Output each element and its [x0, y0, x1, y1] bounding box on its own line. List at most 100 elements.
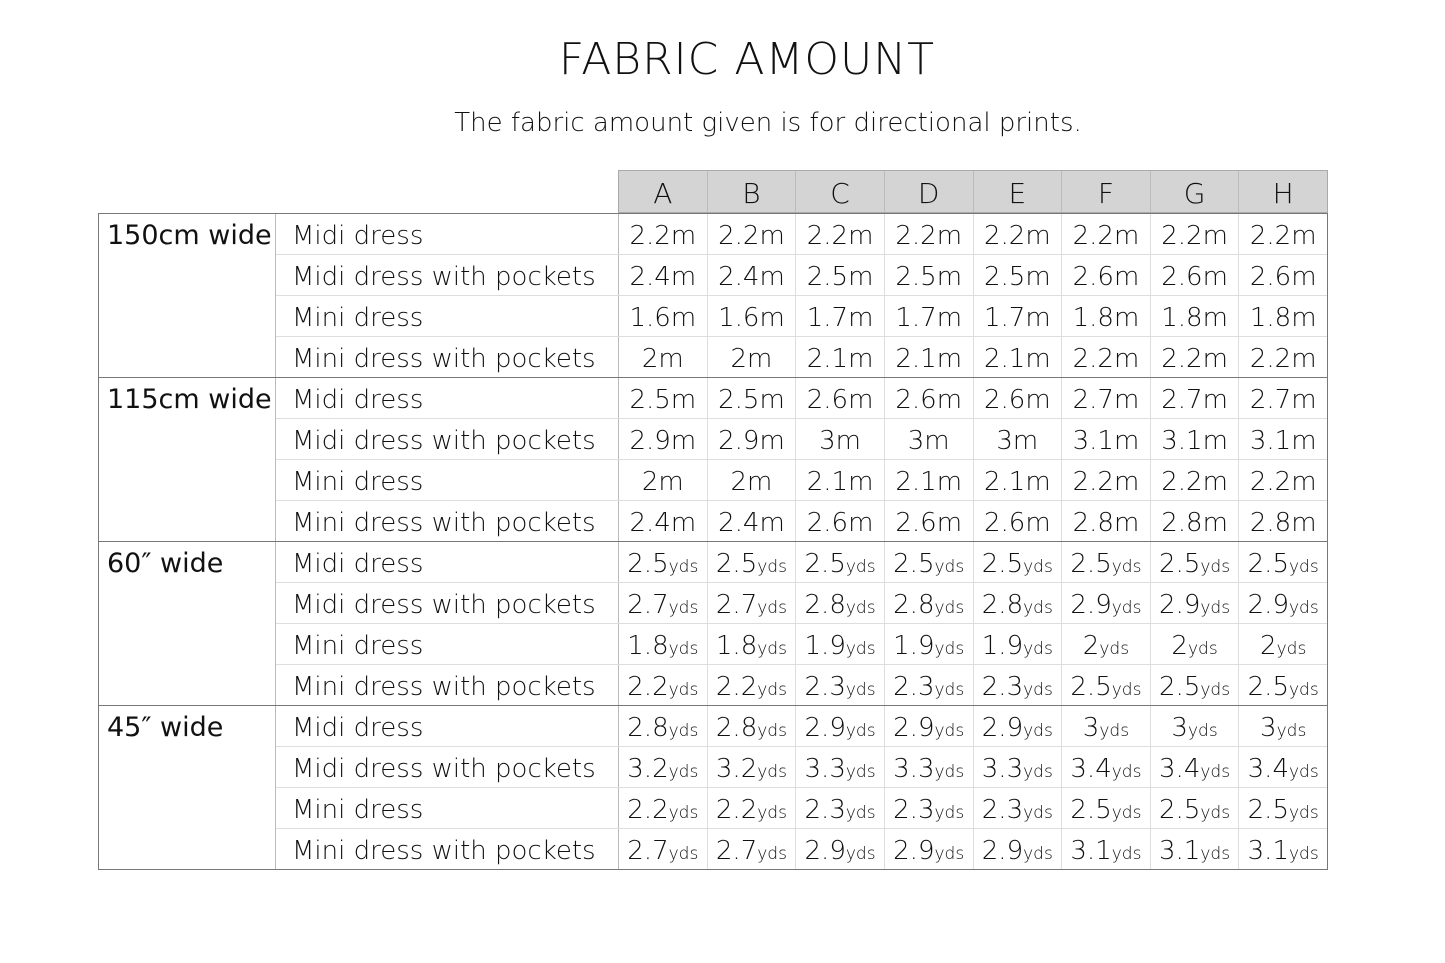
amount-cell: 2.2m — [1239, 214, 1327, 254]
amount-value: 2.2 — [1161, 467, 1203, 497]
amount-value: 2 — [641, 344, 659, 374]
amount-cell: 2.5yds — [796, 542, 885, 582]
amount-cell: 2.9m — [619, 419, 708, 459]
amount-value: 2.1 — [806, 467, 849, 497]
amount-cell: 3.3yds — [974, 747, 1063, 787]
amount-unit: yds — [1023, 803, 1053, 823]
amount-unit: m — [1113, 303, 1140, 333]
amount-cell: 2.2yds — [619, 665, 708, 705]
amount-cell: 2.8m — [1239, 501, 1327, 541]
table-row: Mini dress 2m 2m 2.1m 2.1m 2.1m 2.2m 2.2m 2.2m — [276, 460, 1327, 501]
amount-cell: 2.9yds — [974, 706, 1063, 746]
amount-cell: 3m — [974, 419, 1063, 459]
amount-unit: yds — [934, 762, 965, 782]
amount-value: 2.8 — [1249, 508, 1292, 538]
row-label: Midi dress with pockets — [276, 419, 619, 459]
amount-value: 2 — [641, 467, 659, 497]
amount-value: 2.7 — [715, 836, 758, 866]
amount-unit: yds — [1023, 680, 1053, 700]
amount-value: 1.9 — [804, 631, 846, 661]
amount-cell: 2.6m — [885, 378, 974, 418]
amount-cell: 2.9yds — [1239, 583, 1327, 623]
amount-unit: m — [936, 221, 963, 251]
group-label: 150cm wide — [99, 214, 276, 377]
amount-cell: 2.7yds — [619, 829, 708, 869]
amount-value: 3.4 — [1070, 754, 1112, 784]
amount-value: 3.1 — [1249, 426, 1292, 456]
amount-value: 1.6 — [718, 303, 760, 333]
column-header-b: B — [708, 171, 797, 212]
amount-value: 2.2 — [895, 221, 937, 251]
amount-unit: yds — [845, 557, 876, 577]
amount-unit: yds — [845, 598, 876, 618]
amount-value: 2.5 — [1247, 795, 1289, 825]
amount-cell: 3.3yds — [885, 747, 974, 787]
amount-cell: 2.4m — [708, 255, 797, 295]
amount-value: 2.8 — [804, 590, 846, 620]
row-label: Mini dress — [276, 460, 619, 500]
amount-unit: yds — [1099, 639, 1130, 659]
amount-value: 2.9 — [804, 836, 846, 866]
amount-value: 2 — [730, 344, 748, 374]
amount-cell: 2.2m — [1151, 460, 1240, 500]
amount-value: 3 — [1171, 713, 1188, 743]
amount-cell: 2.2yds — [708, 665, 797, 705]
amount-unit: yds — [668, 762, 699, 782]
column-header-c: C — [796, 171, 885, 212]
amount-value: 2.3 — [804, 672, 846, 702]
amount-cell: 2.5m — [885, 255, 974, 295]
amount-cell: 1.8m — [1239, 296, 1327, 336]
amount-unit: m — [747, 344, 773, 374]
amount-value: 2.2 — [1161, 344, 1203, 374]
amount-cell: 1.8m — [1062, 296, 1151, 336]
amount-cell: 3.4yds — [1151, 747, 1240, 787]
amount-unit: yds — [1023, 844, 1053, 864]
amount-unit: yds — [757, 598, 787, 618]
amount-cell: 2.2yds — [619, 788, 708, 828]
amount-unit: yds — [1099, 721, 1130, 741]
amount-unit: yds — [1200, 803, 1231, 823]
amount-cell: 2m — [619, 337, 708, 377]
amount-value: 2.2 — [1249, 467, 1292, 497]
amount-cell: 2.5m — [974, 255, 1063, 295]
amount-unit: m — [670, 385, 697, 415]
column-header-f: F — [1062, 171, 1151, 212]
row-label: Mini dress with pockets — [276, 337, 619, 377]
amount-unit: m — [848, 221, 874, 251]
amount-unit: yds — [1200, 598, 1231, 618]
amount-value: 2.2 — [629, 221, 671, 251]
amount-value: 3.2 — [627, 754, 669, 784]
amount-unit: m — [1202, 467, 1228, 497]
amount-unit: m — [759, 262, 785, 292]
amount-unit: yds — [1289, 844, 1319, 864]
row-label: Mini dress — [276, 624, 619, 664]
amount-unit: yds — [668, 680, 699, 700]
amount-unit: yds — [757, 680, 787, 700]
amount-unit: yds — [934, 639, 965, 659]
row-label: Midi dress with pockets — [276, 583, 619, 623]
amount-value: 2.9 — [893, 713, 935, 743]
amount-cell: 1.8yds — [708, 624, 797, 664]
amount-unit: yds — [1023, 557, 1053, 577]
amount-value: 2.4 — [629, 262, 671, 292]
amount-cell: 2.8m — [1151, 501, 1240, 541]
amount-value: 3 — [1260, 713, 1277, 743]
amount-unit: m — [1202, 385, 1228, 415]
amount-value: 2.5 — [1159, 549, 1201, 579]
table-row: Midi dress 2.2m 2.2m 2.2m 2.2m 2.2m 2.2m 2.2m 2.… — [276, 214, 1327, 255]
amount-cell: 2.5yds — [1062, 788, 1151, 828]
amount-unit: m — [848, 344, 874, 374]
amount-value: 2.8 — [1161, 508, 1203, 538]
amount-unit: yds — [668, 557, 699, 577]
amount-cell: 3.1yds — [1151, 829, 1240, 869]
amount-cell: 1.6m — [708, 296, 797, 336]
amount-cell: 1.9yds — [974, 624, 1063, 664]
row-label: Midi dress — [276, 706, 619, 746]
amount-value: 2.9 — [1070, 590, 1112, 620]
amount-cell: 2.5m — [708, 378, 797, 418]
amount-value: 2.2 — [715, 795, 758, 825]
amount-cell: 2.6m — [974, 378, 1063, 418]
amount-value: 2.2 — [1249, 344, 1292, 374]
amount-value: 2.6 — [1161, 262, 1203, 292]
